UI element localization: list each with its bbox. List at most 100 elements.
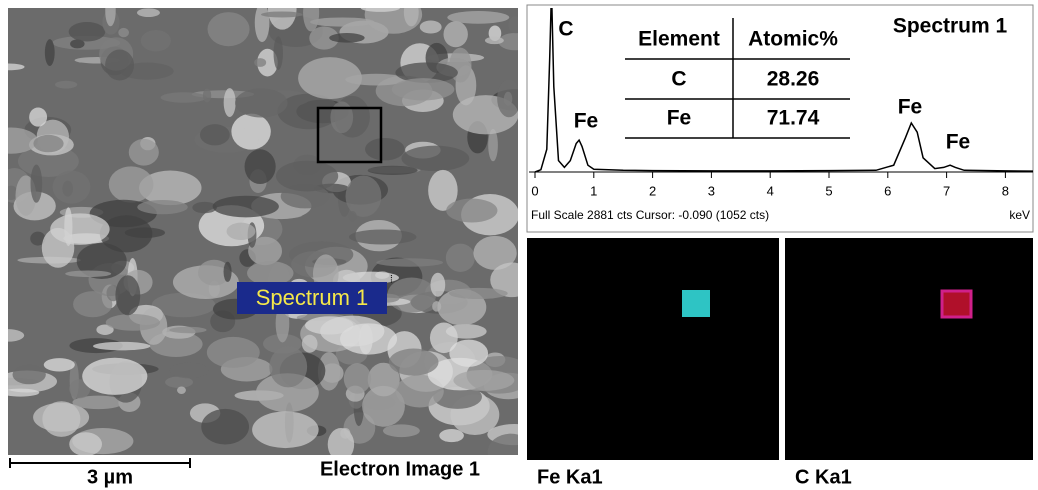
x-tick-label: 7 [943,183,950,198]
texture [508,16,518,34]
texture [50,213,110,245]
texture [473,235,517,270]
texture [340,427,351,439]
texture [490,262,518,298]
texture [260,212,302,219]
texture [69,379,91,399]
texture [269,346,308,388]
texture [329,33,365,43]
texture [12,364,46,385]
texture [432,301,442,312]
texture [169,362,209,379]
peak-label: Fe [574,110,599,133]
texture [439,429,464,443]
texture [128,138,159,166]
table-cell: 71.74 [767,107,820,130]
texture [310,17,375,27]
spectrum-label-bg [237,282,387,314]
texture [345,175,382,217]
texture [247,261,294,286]
spectrum-panel [526,4,1034,233]
spectrum-title: Spectrum 1 [893,15,1008,38]
texture [65,270,112,278]
texture [330,101,354,134]
table-header: Element [638,28,720,51]
texture [348,229,417,245]
texture [30,164,43,203]
texture [446,198,498,223]
texture [376,258,444,267]
spectrum-line [534,8,1033,173]
texture [360,8,400,12]
texture [419,20,442,34]
table-cell: C [671,68,686,91]
texture [447,10,510,24]
texture [68,21,106,42]
texture [151,292,216,318]
texture [54,80,78,89]
texture [201,408,250,445]
texture [244,149,276,185]
texture [301,334,318,353]
spectrum-label: Spectrum 1 [256,285,369,310]
texture [8,127,38,154]
texture [254,58,267,67]
texture [367,362,400,397]
texture [488,128,498,162]
texture [69,432,102,455]
texture [140,29,171,52]
texture [365,137,405,161]
marker: ⁞ [390,275,393,286]
texture [260,11,303,18]
texture [498,32,518,51]
x-tick-label: 2 [649,183,656,198]
texture [252,411,319,449]
peak-label: C [558,18,573,41]
texture [169,326,207,334]
texture [8,388,40,397]
c-region [940,289,973,319]
texture [248,236,283,266]
texture [273,36,283,70]
texture [428,169,458,211]
texture [429,322,458,354]
texture [255,373,319,413]
texture [96,324,114,335]
texture [93,341,151,351]
texture [487,433,518,455]
texture [348,211,357,222]
table-header: Atomic% [748,28,838,51]
texture [484,36,504,45]
texture [254,8,270,43]
peak-label: Fe [946,131,971,154]
x-tick-label: 3 [708,183,715,198]
map-fe [527,238,779,460]
texture [42,401,81,437]
texture [362,385,405,427]
texture [33,134,64,153]
map-c [785,238,1033,460]
texture [8,63,25,71]
texture [453,369,515,391]
texture [76,242,127,279]
map-label: C Ka1 [795,466,852,488]
texture [231,113,271,150]
texture [345,73,407,86]
texture [395,62,458,83]
x-tick-label: 1 [590,183,597,198]
texture [44,39,55,66]
texture [340,323,398,355]
texture [70,39,85,49]
texture [257,48,278,77]
texture [29,107,48,127]
texture [115,275,141,316]
texture [206,336,260,368]
texture [105,49,135,81]
texture [30,231,46,246]
texture [207,12,250,47]
texture [197,259,231,286]
plot: 0 1 2 3 4 5 6 7 8 C Fe Fe Fe Element Atomic% C 28.26 Fe 71… [531,8,1033,198]
sem-image [8,8,518,455]
table-cell: Fe [667,107,692,130]
